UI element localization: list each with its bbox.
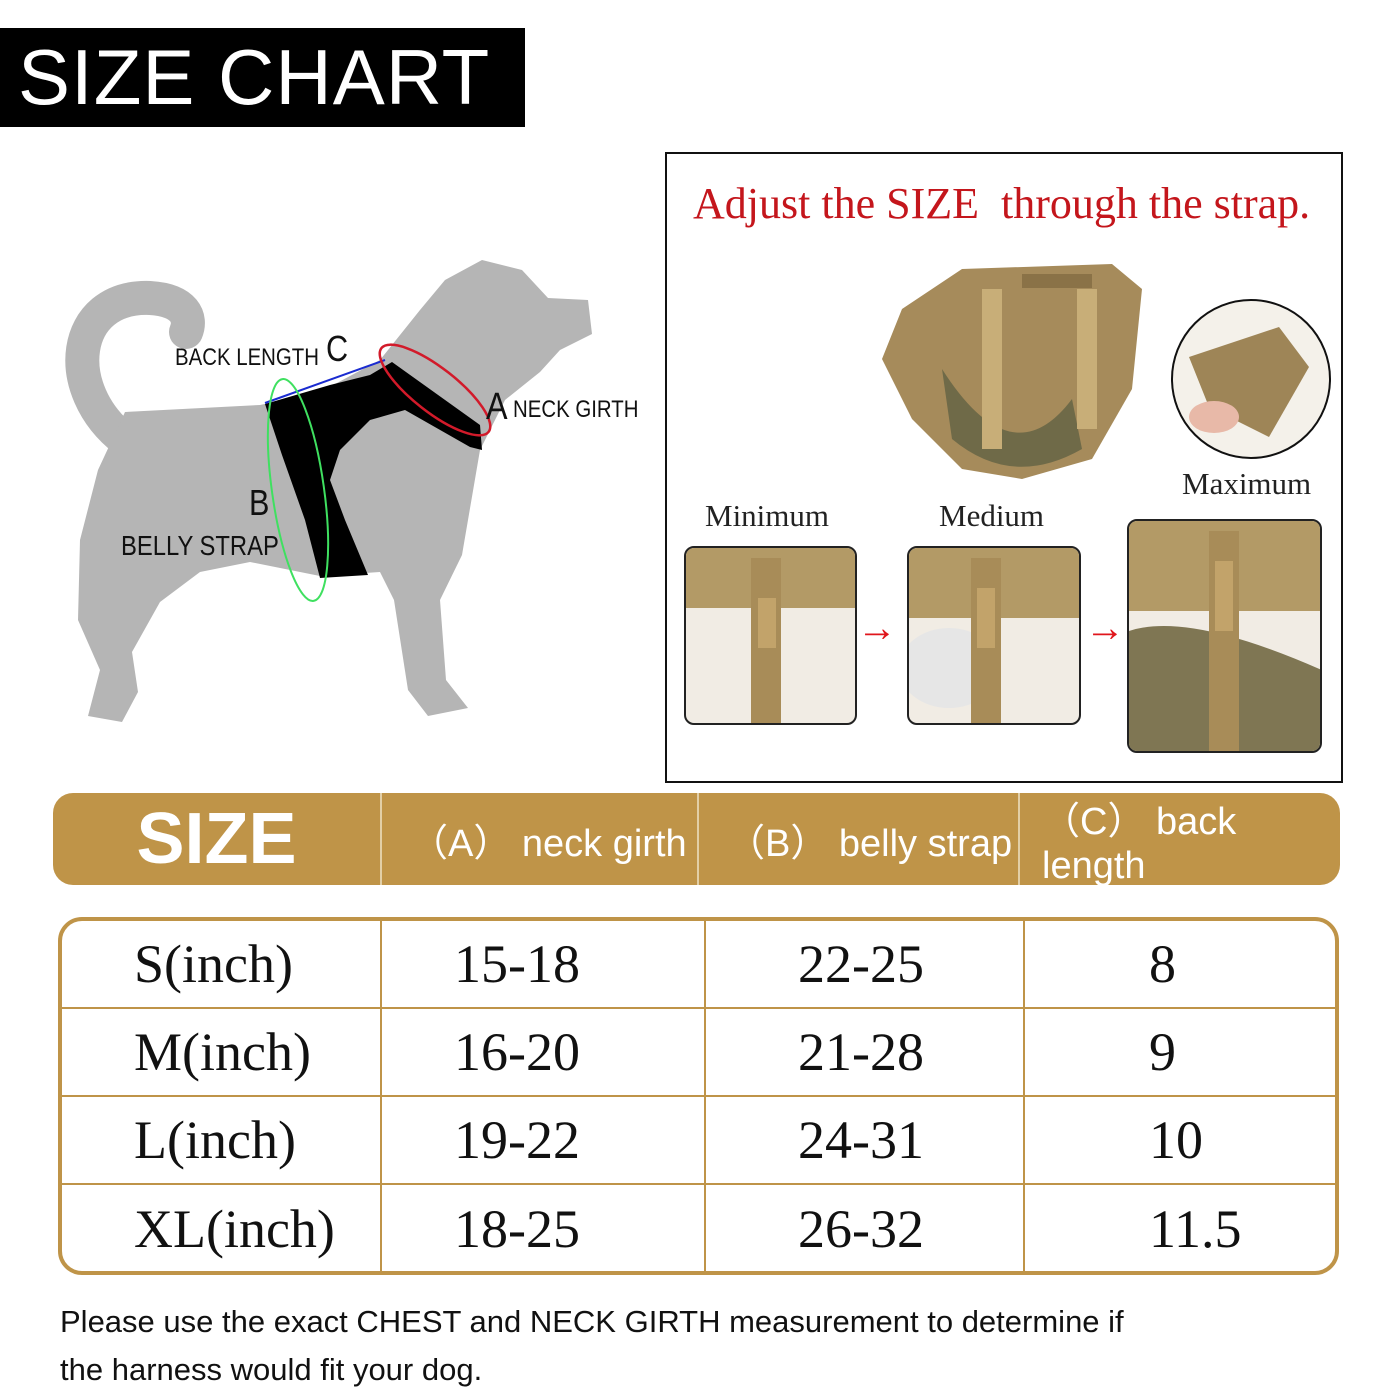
neck-girth-cell: 19-22 bbox=[382, 1097, 706, 1183]
neck-girth-cell: 16-20 bbox=[382, 1009, 706, 1095]
header-size: SIZE bbox=[53, 793, 382, 885]
size-table-header: SIZE （A） neck girth （B） belly strap （C） … bbox=[53, 793, 1340, 887]
dog-silhouette bbox=[78, 260, 592, 722]
table-row: M(inch) 16-20 21-28 9 bbox=[62, 1009, 1335, 1097]
back-length-cell: 10 bbox=[1149, 1110, 1203, 1170]
back-length-cell: 11.5 bbox=[1149, 1199, 1242, 1259]
b-label: B bbox=[249, 482, 270, 523]
maximum-photo bbox=[1127, 519, 1322, 753]
table-row: L(inch) 19-22 24-31 10 bbox=[62, 1097, 1335, 1185]
neck-girth-cell: 18-25 bbox=[382, 1185, 706, 1271]
minimum-photo bbox=[684, 546, 857, 725]
fit-note: Please use the exact CHEST and NECK GIRT… bbox=[60, 1304, 1124, 1387]
harness-silhouette bbox=[265, 362, 482, 578]
arrow-right-icon: → bbox=[857, 606, 897, 650]
belly-strap-cell: 22-25 bbox=[706, 921, 1025, 1007]
adjust-title: Adjust the SIZE through the strap. bbox=[693, 179, 1311, 228]
harness-photo bbox=[882, 264, 1142, 479]
size-cell: XL(inch) bbox=[62, 1185, 382, 1271]
maximum-label: Maximum bbox=[1182, 466, 1312, 501]
header-neck-girth: （A） neck girth bbox=[382, 793, 699, 885]
belly-strap-cell: 24-31 bbox=[706, 1097, 1025, 1183]
buckle-closeup-photo bbox=[1171, 299, 1331, 459]
minimum-label: Minimum bbox=[705, 498, 830, 533]
size-cell: L(inch) bbox=[62, 1097, 382, 1183]
medium-photo bbox=[907, 546, 1081, 725]
dog-measurement-diagram bbox=[65, 260, 592, 722]
back-length-cell: 8 bbox=[1149, 934, 1176, 994]
size-table: S(inch) 15-18 22-25 8 M(inch) 16-20 21-28 9 L(… bbox=[58, 917, 1339, 1275]
back-length-cell: 9 bbox=[1149, 1022, 1176, 1082]
dog-tail bbox=[65, 281, 205, 457]
neck-girth-cell: 15-18 bbox=[382, 921, 706, 1007]
arrow-right-icon: → bbox=[1085, 606, 1125, 650]
medium-label: Medium bbox=[939, 498, 1045, 533]
header-back-length: （C） back length bbox=[1042, 801, 1237, 887]
adjust-size-panel: Adjust the SIZE through the strap. Minim… bbox=[665, 152, 1343, 783]
belly-strap-cell: 21-28 bbox=[706, 1009, 1025, 1095]
header-belly-strap: （B） belly strap bbox=[699, 793, 1020, 885]
belly-strap-label: BELLY STRAP bbox=[121, 530, 279, 561]
a-label: A bbox=[486, 386, 508, 428]
neck-girth-loop bbox=[378, 343, 492, 437]
table-row: XL(inch) 18-25 26-32 11.5 bbox=[62, 1185, 1335, 1271]
page-title: SIZE CHART bbox=[0, 28, 525, 127]
c-label: C bbox=[326, 328, 349, 369]
back-length-line bbox=[264, 359, 386, 404]
neck-girth-label: NECK GIRTH bbox=[513, 396, 639, 423]
belly-strap-loop bbox=[266, 378, 330, 602]
belly-strap-cell: 26-32 bbox=[706, 1185, 1025, 1271]
size-cell: M(inch) bbox=[62, 1009, 382, 1095]
back-length-label: BACK LENGTH bbox=[175, 344, 319, 371]
size-cell: S(inch) bbox=[62, 921, 382, 1007]
table-row: S(inch) 15-18 22-25 8 bbox=[62, 921, 1335, 1009]
